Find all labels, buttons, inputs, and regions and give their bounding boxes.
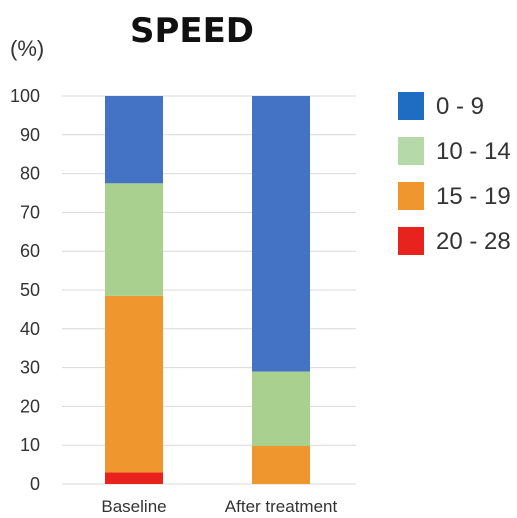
legend-label: 20 - 28 <box>436 228 511 255</box>
y-tick-label: 60 <box>20 241 40 261</box>
legend-label: 10 - 14 <box>436 138 511 165</box>
legend-swatch <box>398 182 424 210</box>
bar-segment <box>105 96 163 184</box>
bar-segment <box>105 295 163 473</box>
legend-swatch <box>398 92 424 120</box>
y-tick-label: 10 <box>20 435 40 455</box>
y-tick-label: 0 <box>30 474 40 494</box>
y-tick-label: 40 <box>20 319 40 339</box>
bar-segment <box>252 445 310 484</box>
legend-swatch <box>398 137 424 165</box>
y-tick-label: 30 <box>20 358 40 378</box>
y-tick-label: 90 <box>20 125 40 145</box>
x-tick-label: After treatment <box>225 497 338 516</box>
legend-swatch <box>398 227 424 255</box>
x-axis-ticks: Baseline After treatment <box>101 497 337 516</box>
y-axis-ticks: 0 10 20 30 40 50 60 70 80 90 100 <box>10 86 40 494</box>
bar-segment <box>252 371 310 446</box>
chart-title: SPEED <box>130 11 254 51</box>
bar-segment <box>252 96 310 372</box>
y-tick-label: 50 <box>20 280 40 300</box>
y-tick-label: 20 <box>20 396 40 416</box>
bar-segment <box>105 183 163 296</box>
y-tick-label: 80 <box>20 164 40 184</box>
bars <box>105 96 310 484</box>
legend: 0 - 9 10 - 14 15 - 19 20 - 28 <box>398 92 511 255</box>
x-tick-label: Baseline <box>101 497 166 516</box>
legend-label: 0 - 9 <box>436 93 484 120</box>
y-tick-label: 70 <box>20 202 40 222</box>
y-axis-label: (%) <box>10 36 44 61</box>
legend-label: 15 - 19 <box>436 183 511 210</box>
y-tick-label: 100 <box>10 86 40 106</box>
bar-segment <box>105 472 163 484</box>
